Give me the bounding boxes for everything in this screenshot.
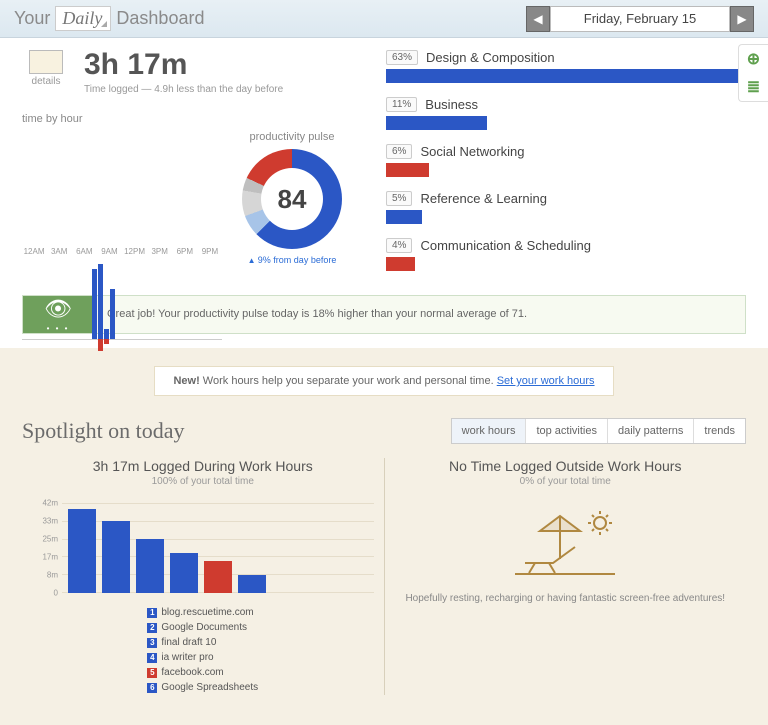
category-pct: 63% [386,50,418,65]
spotlight-chart: 42m33m25m17m8m0 [32,503,374,593]
category-name: Communication & Scheduling [420,238,591,253]
category-name: Social Networking [420,144,524,159]
work-hours-title: 3h 17m Logged During Work Hours [32,458,374,474]
category-name: Business [425,97,478,112]
outside-hours-panel: No Time Logged Outside Work Hours 0% of … [385,458,747,695]
notice-text: Work hours help you separate your work a… [200,375,497,387]
work-hours-sub: 100% of your total time [32,476,374,487]
outside-title: No Time Logged Outside Work Hours [395,458,737,474]
total-time: 3h 17m [84,50,283,80]
category-row[interactable]: 5% Reference & Learning [386,191,746,224]
time-by-hour-chart: 12AM3AM6AM9AM12PM3PM6PM9PM [22,247,222,367]
category-row[interactable]: 6% Social Networking [386,144,746,177]
details-button[interactable]: details [22,50,70,95]
hourchart-label: time by hour [22,113,222,125]
category-pct: 5% [386,191,412,206]
legend-item[interactable]: 4ia writer pro [147,650,258,665]
outside-sub: 0% of your total time [395,476,737,487]
category-name: Reference & Learning [420,191,546,206]
pulse-value: 84 [261,168,323,230]
category-row[interactable]: 4% Communication & Scheduling [386,238,746,271]
category-name: Design & Composition [426,50,555,65]
total-time-sub: Time logged — 4.9h less than the day bef… [84,84,283,95]
notice-bold: New! [173,375,199,387]
pulse-label: productivity pulse [227,131,357,143]
legend-item[interactable]: 1blog.rescuetime.com [147,605,258,620]
details-label: details [22,76,70,87]
set-work-hours-link[interactable]: Set your work hours [497,375,595,387]
tab-top-activities[interactable]: top activities [526,419,608,443]
legend-item[interactable]: 2Google Documents [147,620,258,635]
side-toolbar: ⊕ ≣ [738,44,768,102]
date-nav: ◀ Friday, February 15 ▶ [526,6,754,32]
category-pct: 11% [386,97,417,112]
laptop-icon [29,50,63,74]
details-summary: details 3h 17m Time logged — 4.9h less t… [22,50,362,95]
work-hours-panel: 3h 17m Logged During Work Hours 100% of … [22,458,385,695]
period-dropdown[interactable]: Daily [55,6,111,31]
title-prefix: Your [14,8,50,28]
productivity-donut: 84 [242,149,342,249]
category-row[interactable]: 63% Design & Composition [386,50,746,83]
category-pct: 6% [386,144,412,159]
spotlight-legend: 1blog.rescuetime.com2Google Documents3fi… [147,605,258,695]
category-pct: 4% [386,238,412,253]
tab-daily-patterns[interactable]: daily patterns [608,419,694,443]
add-icon[interactable]: ⊕ [739,45,768,73]
date-display[interactable]: Friday, February 15 [550,6,730,32]
page-title: Your Daily Dashboard [14,6,204,31]
category-list: 63% Design & Composition 11% Business 6% Soci… [386,50,746,285]
tab-trends[interactable]: trends [694,419,745,443]
work-hours-notice: New! Work hours help you separate your w… [154,366,614,396]
legend-item[interactable]: 6Google Spreadsheets [147,680,258,695]
list-icon[interactable]: ≣ [739,73,768,101]
spotlight-title: Spotlight on today [22,418,185,444]
outside-caption: Hopefully resting, recharging or having … [395,591,737,606]
title-suffix: Dashboard [116,8,204,28]
next-day-button[interactable]: ▶ [730,6,754,32]
category-row[interactable]: 11% Business [386,97,746,130]
spotlight-tabs: work hourstop activitiesdaily patternstr… [451,418,746,444]
pulse-caption: 9% from day before [227,255,357,265]
tab-work-hours[interactable]: work hours [452,419,527,443]
prev-day-button[interactable]: ◀ [526,6,550,32]
lounge-icon [505,511,625,581]
topbar: Your Daily Dashboard ◀ Friday, February … [0,0,768,38]
legend-item[interactable]: 5facebook.com [147,665,258,680]
